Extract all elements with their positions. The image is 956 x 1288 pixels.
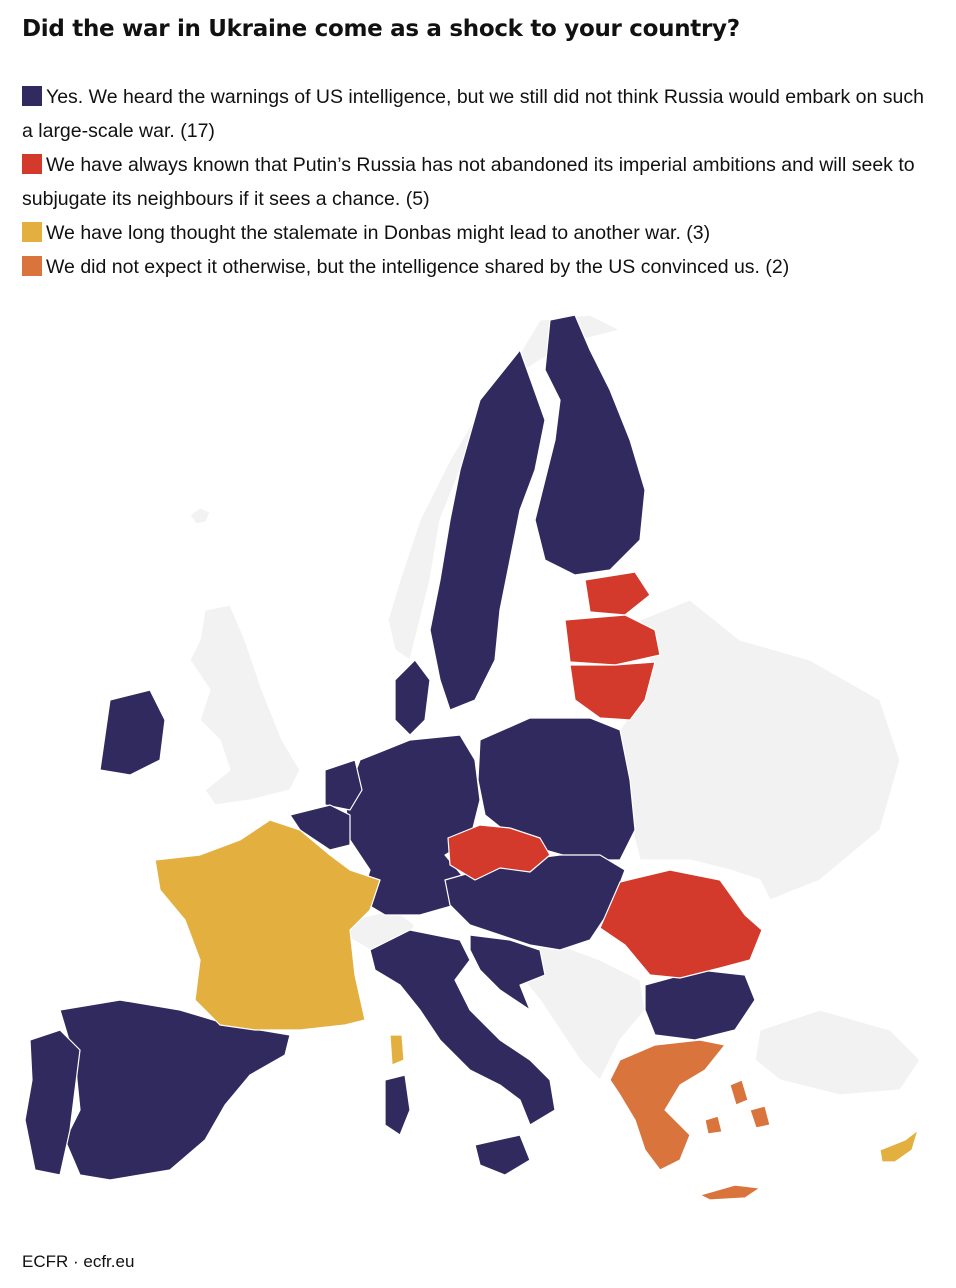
country-balkans	[519, 944, 646, 1081]
country-sardinia	[384, 1074, 411, 1136]
country-romania	[599, 869, 763, 979]
legend-swatch-yes	[22, 86, 42, 106]
country-belarus-ukraine-russia	[619, 599, 901, 901]
country-portugal	[24, 1029, 81, 1176]
legend-label-imperial: We have always known that Putin’s Russia…	[22, 154, 915, 210]
country-greece	[609, 1039, 726, 1171]
country-corsica	[389, 1034, 405, 1066]
legend-item-yes: Yes. We heard the warnings of US intelli…	[22, 80, 937, 148]
country-spain	[59, 999, 291, 1181]
country-united-kingdom	[189, 604, 301, 806]
country-czech-republic	[447, 824, 551, 881]
country-poland	[477, 717, 636, 861]
legend-swatch-us-intel	[22, 256, 42, 276]
legend-swatch-donbas	[22, 222, 42, 242]
country-italy	[369, 929, 556, 1126]
country-sicily	[474, 1134, 531, 1176]
country-cyprus	[879, 1129, 919, 1163]
country-greek-islands	[704, 1079, 771, 1135]
europe-map-svg	[24, 314, 921, 1201]
country-slovenia-croatia	[469, 934, 546, 1011]
country-turkey	[754, 1009, 921, 1096]
source-credit: ECFR · ecfr.eu	[22, 1252, 135, 1271]
country-denmark	[394, 659, 431, 736]
legend-item-imperial: We have always known that Putin’s Russia…	[22, 148, 937, 216]
legend-item-us-intel: We did not expect it otherwise, but the …	[22, 250, 937, 284]
country-iceland	[189, 507, 211, 525]
country-bulgaria	[644, 969, 756, 1041]
country-crete	[699, 1184, 761, 1201]
country-netherlands	[324, 759, 363, 811]
country-latvia	[564, 614, 661, 666]
legend-item-donbas: We have long thought the stalemate in Do…	[22, 216, 937, 250]
legend-label-us-intel: We did not expect it otherwise, but the …	[46, 256, 790, 278]
legend-swatch-imperial	[22, 154, 42, 174]
legend-label-donbas: We have long thought the stalemate in Do…	[46, 222, 711, 244]
country-ireland	[99, 689, 166, 776]
country-france	[154, 819, 381, 1031]
country-finland	[534, 314, 646, 576]
country-sweden	[429, 349, 546, 711]
country-lithuania	[569, 661, 656, 721]
country-estonia	[584, 571, 651, 616]
map-title: Did the war in Ukraine come as a shock t…	[22, 16, 740, 42]
europe-map	[0, 300, 956, 1240]
legend: Yes. We heard the warnings of US intelli…	[22, 80, 937, 284]
legend-label-yes: Yes. We heard the warnings of US intelli…	[22, 86, 924, 142]
